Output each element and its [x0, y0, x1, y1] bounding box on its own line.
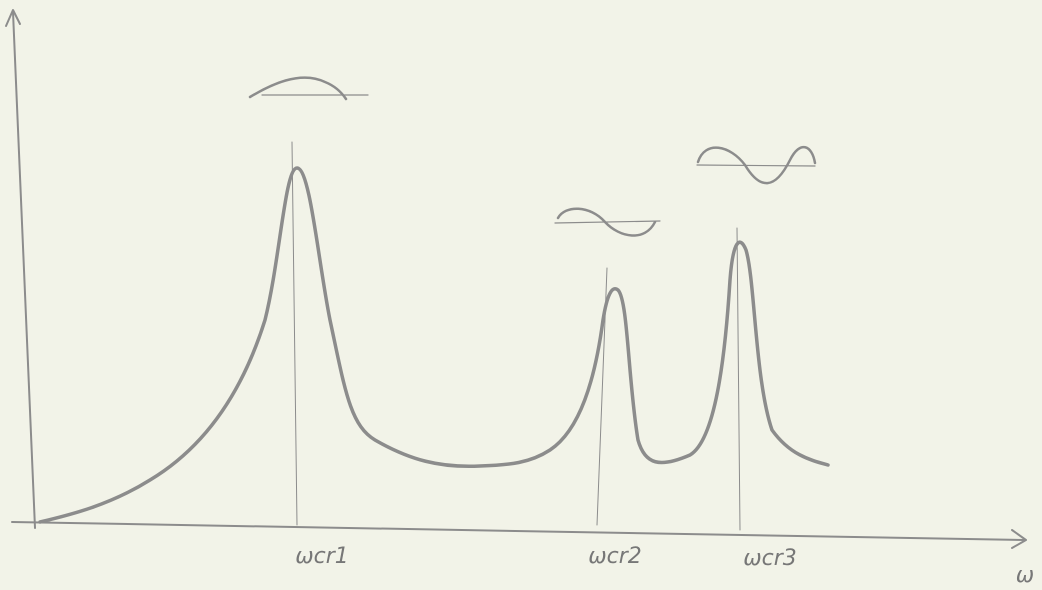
peak-label: ωcr3	[743, 546, 797, 571]
peak-label: ωcr2	[588, 544, 642, 569]
sketch: ωcr1 ωcr2 ωcr3 ω	[0, 0, 1042, 590]
axis-label: ω	[1016, 563, 1034, 588]
peak-label: ωcr1	[295, 544, 349, 569]
paper	[0, 0, 1042, 590]
